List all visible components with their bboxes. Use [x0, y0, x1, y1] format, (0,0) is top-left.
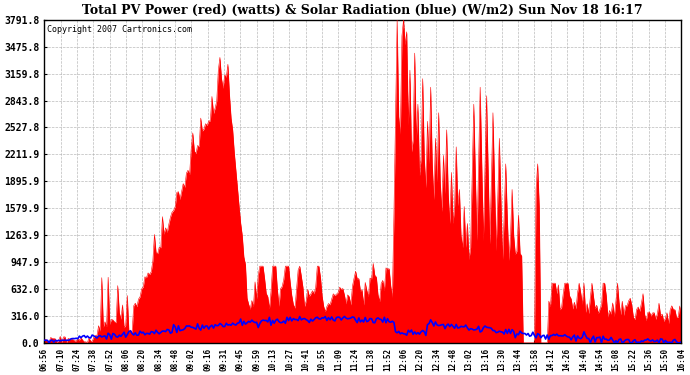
Text: Copyright 2007 Cartronics.com: Copyright 2007 Cartronics.com: [48, 25, 193, 34]
Title: Total PV Power (red) (watts) & Solar Radiation (blue) (W/m2) Sun Nov 18 16:17: Total PV Power (red) (watts) & Solar Rad…: [83, 4, 643, 17]
